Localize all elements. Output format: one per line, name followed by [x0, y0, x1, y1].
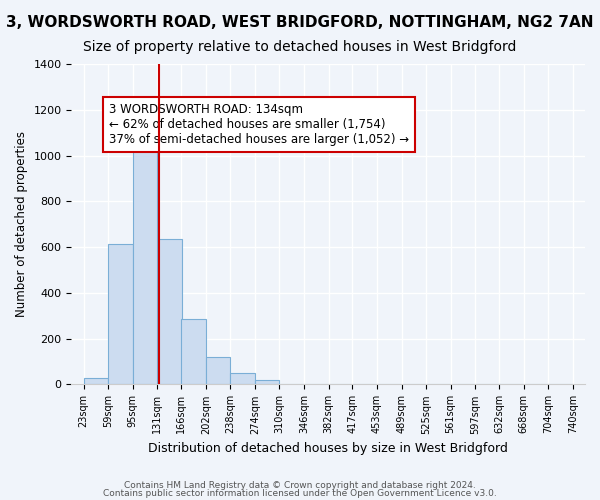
Y-axis label: Number of detached properties: Number of detached properties	[15, 131, 28, 317]
Bar	[230, 374, 255, 384]
Bar	[158, 239, 182, 384]
Bar	[84, 378, 108, 384]
Bar	[109, 244, 133, 384]
Bar	[206, 357, 230, 384]
Bar	[255, 380, 279, 384]
Text: Contains public sector information licensed under the Open Government Licence v3: Contains public sector information licen…	[103, 488, 497, 498]
Bar	[133, 137, 157, 384]
Bar	[181, 319, 206, 384]
Text: Size of property relative to detached houses in West Bridgford: Size of property relative to detached ho…	[83, 40, 517, 54]
X-axis label: Distribution of detached houses by size in West Bridgford: Distribution of detached houses by size …	[148, 442, 508, 455]
Text: 3 WORDSWORTH ROAD: 134sqm
← 62% of detached houses are smaller (1,754)
37% of se: 3 WORDSWORTH ROAD: 134sqm ← 62% of detac…	[109, 103, 409, 146]
Text: 3, WORDSWORTH ROAD, WEST BRIDGFORD, NOTTINGHAM, NG2 7AN: 3, WORDSWORTH ROAD, WEST BRIDGFORD, NOTT…	[6, 15, 594, 30]
Text: Contains HM Land Registry data © Crown copyright and database right 2024.: Contains HM Land Registry data © Crown c…	[124, 481, 476, 490]
